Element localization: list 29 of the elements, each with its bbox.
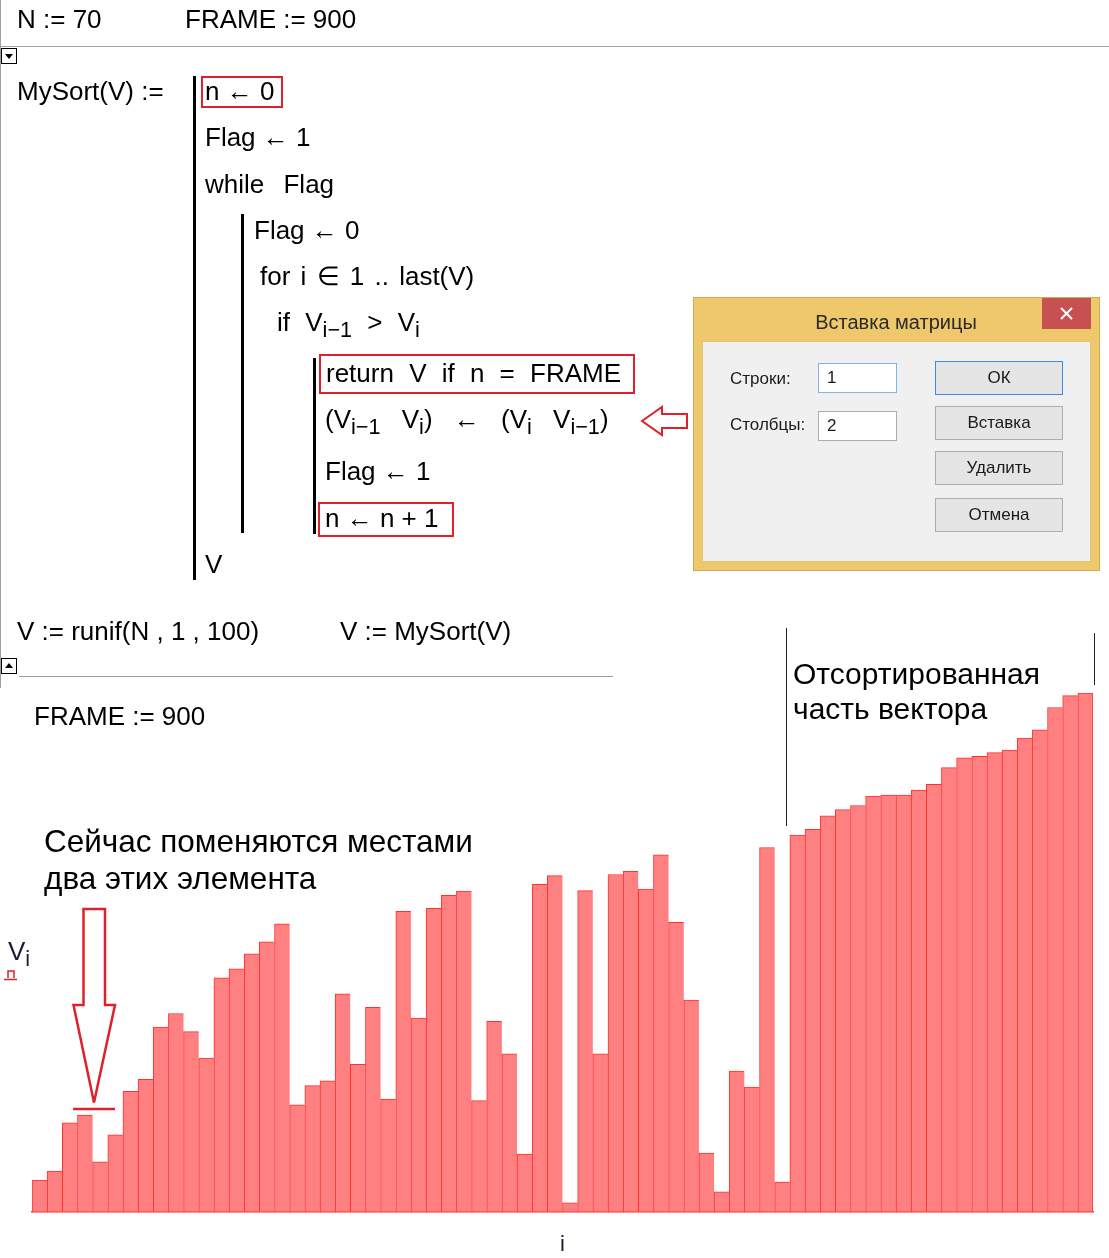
text: Flag ← 0: [254, 215, 360, 247]
text: Строки:: [730, 369, 791, 388]
text: V := runif(N , 1 , 100): [17, 616, 260, 648]
x-axis-title: i: [560, 1230, 565, 1256]
text: return V if n = FRAME: [326, 358, 622, 390]
annotation: Сейчас поменяются местами два этих элемента: [44, 823, 474, 897]
text: Flag ← 1: [205, 122, 311, 154]
text: MySort(V) :=: [17, 76, 164, 108]
text: if V$_{i−1}$ > V$_{i}$: [277, 307, 420, 344]
text: for i ∈ 1 .. last(V): [260, 261, 475, 293]
button: Вставка: [935, 406, 1063, 440]
text: Вставка матрицы: [815, 310, 977, 334]
annotation: Отсортированная часть вектора: [793, 656, 1041, 727]
text: while Flag: [205, 169, 335, 201]
button: Удалить: [935, 451, 1063, 485]
text: V: [205, 549, 223, 581]
text-field: 2: [818, 411, 897, 441]
text: Flag ← 1: [325, 456, 431, 488]
text-field: 1: [818, 363, 897, 393]
text: N := 70: [17, 4, 102, 36]
button: ОК: [935, 361, 1063, 395]
button: Отмена: [935, 498, 1063, 532]
annotation: FRAME := 900: [34, 701, 206, 733]
text: n ← n + 1: [325, 503, 439, 535]
text: FRAME := 900: [185, 4, 357, 36]
y-axis-title: V$_{i}$: [8, 936, 31, 972]
text: Столбцы:: [730, 415, 806, 434]
text: V := MySort(V): [340, 616, 512, 648]
text: (V$_{i−1}$ V$_{i}$) ← (V$_{i}$ V$_{i−1}$): [325, 404, 609, 440]
